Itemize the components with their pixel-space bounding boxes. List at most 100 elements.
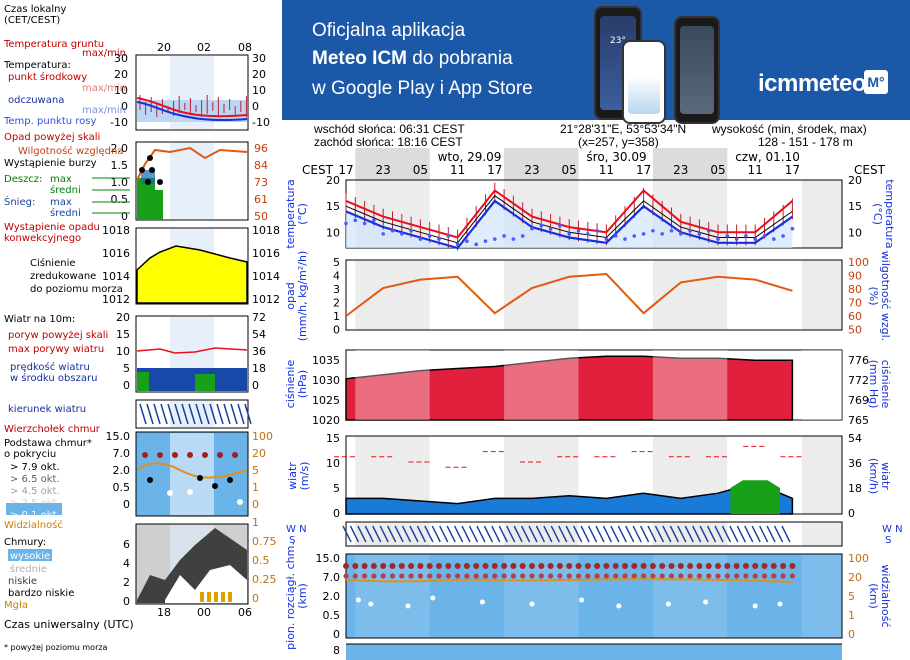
legend-cloud-cov: > 0.1 okt. [10, 510, 60, 521]
dew-point [790, 226, 795, 231]
dew-point [567, 232, 571, 236]
night-header [652, 148, 728, 180]
legend-storm-dot [149, 167, 155, 173]
rh-tick: 50 [848, 324, 862, 337]
wind-direction-arrow [580, 525, 590, 543]
wind-direction-arrow [439, 525, 449, 543]
legend-precip-tick: 0.5 [111, 193, 129, 206]
legend-temp-tick-r: 0 [252, 100, 259, 113]
dew-point [669, 228, 674, 233]
wind-area [345, 482, 794, 515]
hour-tick-label: 11 [748, 163, 763, 177]
promo-banner[interactable]: Oficjalna aplikacja Meteo ICM do pobrani… [282, 0, 910, 124]
wind-tick: 0 [333, 507, 340, 520]
legend-temp-maxmin-blue: max/min [82, 105, 126, 116]
cloud-top-dot [659, 563, 666, 569]
legend-local-tick: 08 [238, 41, 252, 54]
cloud-top-dot [491, 563, 498, 569]
legend-wind-tick: 20 [116, 311, 130, 324]
direction-label-right: W N S [882, 524, 903, 546]
cloud-base-dot [455, 573, 461, 579]
wind-direction-arrow [773, 525, 784, 543]
precip-tick: 1 [333, 310, 340, 323]
wind-direction-arrow [662, 525, 672, 543]
night-header [355, 148, 430, 180]
legend-wind-arrow [160, 403, 168, 425]
hour-tick-label: 23 [524, 163, 539, 177]
cloud-base-dot [761, 573, 768, 579]
icmmeteo-logo: icmmeteo [758, 70, 867, 97]
legend-temp-mid: punkt środkowy [8, 71, 87, 83]
legend-cloud-tick: 2.0 [113, 464, 131, 477]
legend-temp-tick: -10 [110, 116, 128, 129]
wind-direction-arrow [431, 525, 441, 543]
pressure-tick: 1030 [312, 374, 340, 387]
wind-direction-arrow [699, 525, 709, 543]
night-band [355, 522, 430, 546]
hour-tick-label: 05 [710, 163, 725, 177]
rh-tick: 90 [848, 270, 862, 283]
rh-line [345, 272, 793, 317]
cloud-base-dot [678, 573, 684, 579]
night-band [801, 180, 842, 248]
legend-wind-title: Wiatr na 10m: [4, 314, 75, 325]
wind-direction-arrow [587, 525, 598, 543]
dew-point [651, 228, 655, 233]
legend-rain-bar [155, 190, 163, 220]
legend-direction: kierunek wiatru [8, 404, 86, 415]
dew-point [493, 237, 497, 241]
cloud-top-dot [789, 563, 796, 569]
legend-temp-tick: 0 [121, 100, 128, 113]
wind-tick-r: 54 [848, 432, 862, 445]
legend-wind-arrow [216, 403, 224, 425]
cloud-base-dot [501, 573, 507, 579]
wind-r-axis-label: wiatr(km/h) [867, 458, 892, 494]
precip-frame [345, 259, 843, 331]
cloud-base-dot [445, 573, 451, 579]
dew-point [548, 226, 553, 231]
cloud-base-dot [706, 573, 712, 579]
legend-cloud-cov: > 6.5 okt. [10, 474, 60, 485]
wind-tick-r: 18 [848, 482, 862, 495]
grid-coordinates-text: (x=257, y=358) [578, 135, 659, 149]
cloud-top-dot [370, 563, 377, 569]
legend-cloud-cov: > 4.5 okt. [10, 486, 60, 497]
night-band [504, 260, 579, 330]
legend-ground-mm: max/min [82, 48, 126, 59]
legend-press-tick-r: 1016 [252, 247, 280, 260]
dew-point [520, 234, 525, 238]
legend-vis-tick: 100 [252, 430, 273, 443]
legend-gust-over: poryw powyżej skali [8, 330, 108, 341]
cloud-low-dot [665, 601, 671, 607]
pressure-area [345, 355, 794, 421]
legend-rh-line [136, 146, 248, 181]
night-header [504, 148, 579, 180]
legend-gust-max: max porywy wiatru [8, 344, 104, 355]
dew-point [660, 232, 664, 236]
legend-felt-line [136, 101, 248, 122]
cloud-top-dot [668, 563, 675, 569]
cloud-base-dot [352, 573, 358, 579]
legend-precip-tick: 2.0 [111, 142, 129, 155]
wind-direction-arrow [714, 525, 724, 543]
vis-tick: 20 [848, 571, 862, 584]
cloud-top-dot [584, 563, 591, 569]
cloud-top-dot [529, 563, 535, 569]
precip-axis-label: opad(mm/h, kg/m²/h) [284, 251, 309, 342]
cloud-top-dot [715, 563, 721, 569]
legend-fog-bar [221, 592, 225, 602]
precip-tick: 4 [333, 270, 340, 283]
legend-rh-tick: 96 [254, 142, 268, 155]
dew-point [427, 234, 432, 238]
cloud-top-dot [742, 563, 749, 569]
legend-wind-arrow [181, 403, 189, 425]
cloud-base-dot [575, 573, 582, 579]
wind-direction-arrow [483, 525, 493, 543]
wind-tick: 10 [326, 457, 340, 470]
wind-direction-arrow [602, 525, 613, 543]
legend-pressure-title: Ciśnienie zredukowane do poziomu morza [30, 257, 123, 295]
legend-cloud-tick: 0 [123, 498, 130, 511]
legend-wind-tick-r: 18 [252, 362, 266, 375]
dew-point [474, 242, 478, 247]
